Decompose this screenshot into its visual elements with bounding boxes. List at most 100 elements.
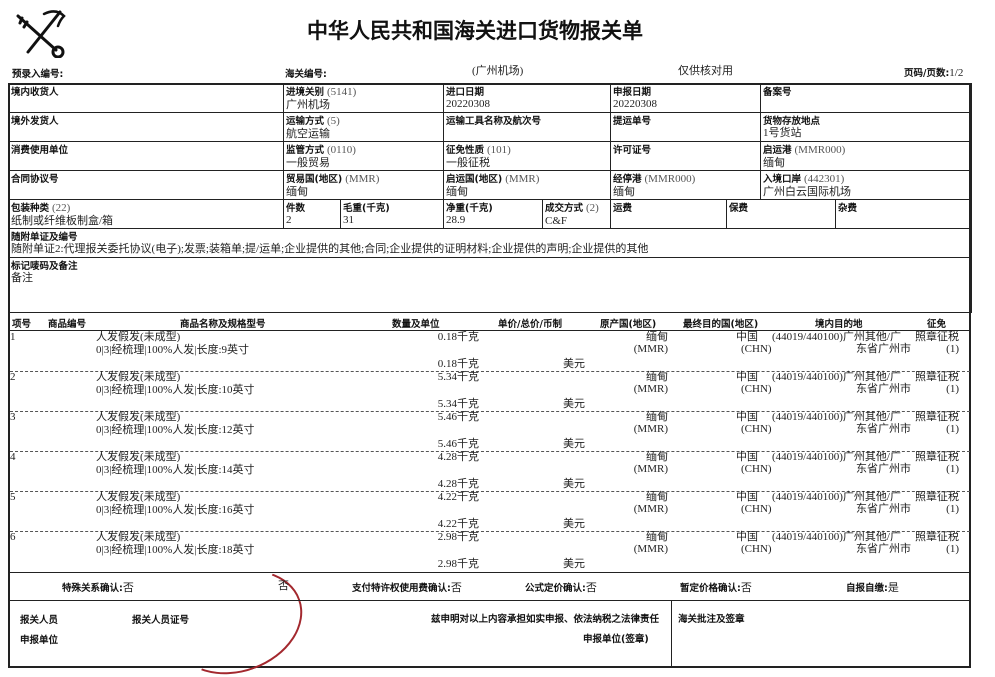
- item-quantity-secondary: 4.22千克: [437, 518, 479, 530]
- item-name: 人发假发(未成型): [96, 531, 181, 543]
- field-pieces: 件数 2: [283, 199, 341, 229]
- item-quantity: 5.34千克: [437, 371, 479, 383]
- pieces-label-row: 件数: [286, 200, 337, 214]
- item-levy-code: (1): [946, 383, 959, 395]
- bill-no-label-row: 提运单号: [613, 113, 757, 127]
- field-label: 毛重(千克): [343, 203, 390, 214]
- item-quantity: 4.22千克: [437, 491, 479, 503]
- footer-unit-seal: 申报单位(签章): [583, 634, 649, 645]
- field-label: 申报日期: [613, 87, 652, 98]
- field-code: (5): [327, 115, 340, 127]
- field-label: 境内收货人: [11, 87, 59, 98]
- confirm-provisional: 暂定价格确认:否: [680, 580, 752, 595]
- field-code: (MMR): [505, 173, 540, 185]
- pre-entry-label: 预录入编号:: [12, 69, 64, 80]
- item-name: 人发假发(未成型): [96, 411, 181, 423]
- docs-label-row: 随附单证及编号: [11, 229, 968, 243]
- field-consignee: 境内收货人: [8, 83, 284, 113]
- item-number: 3: [10, 411, 16, 423]
- field-label: 标记唛码及备注: [11, 261, 78, 272]
- item-dest: 中国: [736, 411, 758, 423]
- item-name: 人发假发(未成型): [96, 491, 181, 503]
- item-quantity-secondary: 5.34千克: [437, 398, 479, 410]
- field-value: C&F: [545, 215, 568, 227]
- item-quantity: 2.98千克: [437, 531, 479, 543]
- confirm-label: 公式定价确认:: [525, 583, 586, 594]
- declare-date-label-row: 申报日期: [613, 84, 757, 98]
- field-declare-date: 申报日期 20220308: [610, 83, 761, 113]
- item-dest: 中国: [736, 371, 758, 383]
- item-name: 人发假发(未成型): [96, 451, 181, 463]
- field-value: 31: [343, 214, 354, 226]
- item-origin-code: (MMR): [633, 543, 668, 555]
- item-divider: [10, 371, 970, 372]
- field-supervision: 监管方式 (0110) 一般贸易: [283, 141, 444, 171]
- field-label: 贸易国(地区): [286, 174, 343, 185]
- item-quantity-secondary: 5.46千克: [437, 438, 479, 450]
- supervision-label-row: 监管方式 (0110): [286, 142, 440, 157]
- items-header-4: 单价/总价/币制: [498, 319, 562, 330]
- footer-declarant-cert: 报关人员证号: [132, 615, 190, 626]
- confirm-label: 特殊关系确认:: [62, 583, 123, 594]
- item-number: 5: [10, 491, 16, 503]
- item-quantity-secondary: 4.28千克: [437, 478, 479, 490]
- customs-no-label: 海关编号:: [285, 69, 327, 80]
- levy-nature-label-row: 征免性质 (101): [446, 142, 607, 157]
- field-label: 成交方式: [545, 203, 584, 214]
- item-domestic-destination-2: 东省广州市: [856, 423, 911, 435]
- field-label: 征免性质: [446, 145, 485, 156]
- items-header-1: 商品编号: [48, 319, 87, 330]
- consignee-label-row: 境内收货人: [11, 84, 280, 98]
- field-code: (5141): [327, 86, 357, 98]
- item-divider: [10, 491, 970, 492]
- field-value: 缅甸: [763, 157, 785, 169]
- customs-emblem-logo: [16, 10, 66, 58]
- item-name: 人发假发(未成型): [96, 371, 181, 383]
- item-origin: 缅甸: [646, 331, 668, 343]
- confirm-label: 自报自缴:: [846, 583, 888, 594]
- item-dest-code: (CHN): [741, 383, 772, 395]
- field-label: 许可证号: [613, 145, 652, 156]
- item-currency: 美元: [563, 438, 585, 450]
- item-divider: [10, 411, 970, 412]
- field-code: (22): [52, 202, 71, 214]
- item-spec: 0|3|经梳理|100%人发|长度:10英寸: [96, 384, 255, 396]
- field-net: 净重(千克) 28.9: [443, 199, 543, 229]
- page-indicator: 页码/页数:1/2: [904, 65, 963, 80]
- field-value: 1号货站: [763, 127, 802, 139]
- field-value: 广州机场: [286, 99, 330, 111]
- net-label-row: 净重(千克): [446, 200, 539, 214]
- field-label: 运费: [613, 203, 633, 214]
- confirm-royalty: 支付特许权使用费确认:否: [352, 580, 462, 595]
- item-levy-code: (1): [946, 463, 959, 475]
- items-header-6: 最终目的国(地区): [683, 319, 759, 330]
- field-label: 运输工具名称及航次号: [446, 116, 542, 127]
- item-levy: 照章征税: [915, 371, 959, 383]
- item-levy: 照章征税: [915, 491, 959, 503]
- field-license: 许可证号: [610, 141, 761, 171]
- confirm-self: 自报自缴:是: [846, 580, 899, 595]
- field-value: 广州白云国际机场: [763, 186, 851, 198]
- item-levy: 照章征税: [915, 331, 959, 343]
- item-levy-code: (1): [946, 543, 959, 555]
- item-domestic-destination-2: 东省广州市: [856, 383, 911, 395]
- item-origin-code: (MMR): [633, 463, 668, 475]
- item-quantity: 4.28千克: [437, 451, 479, 463]
- field-vessel: 运输工具名称及航次号: [443, 112, 611, 142]
- item-domestic-destination-2: 东省广州市: [856, 543, 911, 555]
- field-levy-nature: 征免性质 (101) 一般征税: [443, 141, 611, 171]
- field-terms: 成交方式 (2) C&F: [542, 199, 611, 229]
- transport-mode-label-row: 运输方式 (5): [286, 113, 440, 128]
- field-label: 经停港: [613, 174, 642, 185]
- marks-label-row: 标记唛码及备注: [11, 258, 968, 272]
- item-row: 6 人发假发(未成型) 0|3|经梳理|100%人发|长度:18英寸 2.98千克 2.…: [8, 531, 971, 571]
- field-entry-office: 进境关别 (5141) 广州机场: [283, 83, 444, 113]
- field-marks: 标记唛码及备注 备注: [8, 257, 972, 313]
- field-label: 备案号: [763, 87, 792, 98]
- item-currency: 美元: [563, 398, 585, 410]
- item-origin-code: (MMR): [633, 383, 668, 395]
- item-domestic-destination: (44019/440100)广州其他/广: [772, 491, 901, 503]
- trade-country-label-row: 贸易国(地区) (MMR): [286, 171, 440, 186]
- confirm-label: 暂定价格确认:: [680, 583, 741, 594]
